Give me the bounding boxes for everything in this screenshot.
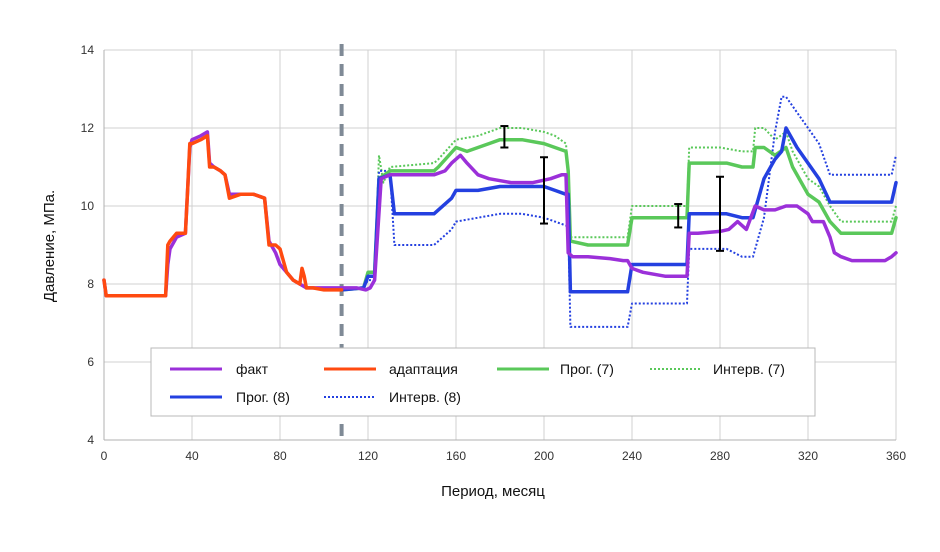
axes <box>103 50 896 441</box>
series-group <box>102 95 898 328</box>
legend-label-interv-7: Интерв. (7) <box>713 361 785 377</box>
legend-label-fact: факт <box>236 361 269 377</box>
y-tick-label: 8 <box>87 277 94 291</box>
legend-label-prog-8: Прог. (8) <box>236 389 290 405</box>
x-tick-label: 200 <box>534 449 554 463</box>
series-line-2 <box>339 137 898 292</box>
x-tick-label: 280 <box>710 449 730 463</box>
y-tick-label: 10 <box>81 199 95 213</box>
series-line-4 <box>339 126 898 294</box>
y-tick-label: 12 <box>81 121 95 135</box>
series-line-3 <box>341 127 897 291</box>
error-bars <box>500 125 724 252</box>
tick-labels: 0 40 80 120 160 200 240 280 320 360 4 6 8 10 12 14 <box>81 43 907 463</box>
legend-label-interv-8: Интерв. (8) <box>389 389 461 405</box>
x-tick-label: 0 <box>101 449 108 463</box>
x-tick-label: 160 <box>446 449 466 463</box>
y-tick-label: 6 <box>87 355 94 369</box>
y-axis-label: Давление, МПа. <box>41 190 58 302</box>
x-tick-label: 360 <box>886 449 906 463</box>
x-tick-label: 240 <box>622 449 642 463</box>
x-axis-label: Период, месяц <box>441 483 545 500</box>
x-tick-label: 320 <box>798 449 818 463</box>
series-line-5 <box>341 95 897 328</box>
legend-label-adaptation: адаптация <box>389 361 458 377</box>
legend-label-prog-7: Прог. (7) <box>560 361 614 377</box>
legend: факт адаптация Прог. (7) Интерв. (7) Про… <box>150 347 816 417</box>
x-tick-label: 120 <box>358 449 378 463</box>
series-line-1 <box>102 134 344 298</box>
x-tick-label: 40 <box>185 449 199 463</box>
y-tick-label: 14 <box>81 43 95 57</box>
x-tick-label: 80 <box>273 449 287 463</box>
legend-box <box>150 347 816 417</box>
y-tick-label: 4 <box>87 433 94 447</box>
